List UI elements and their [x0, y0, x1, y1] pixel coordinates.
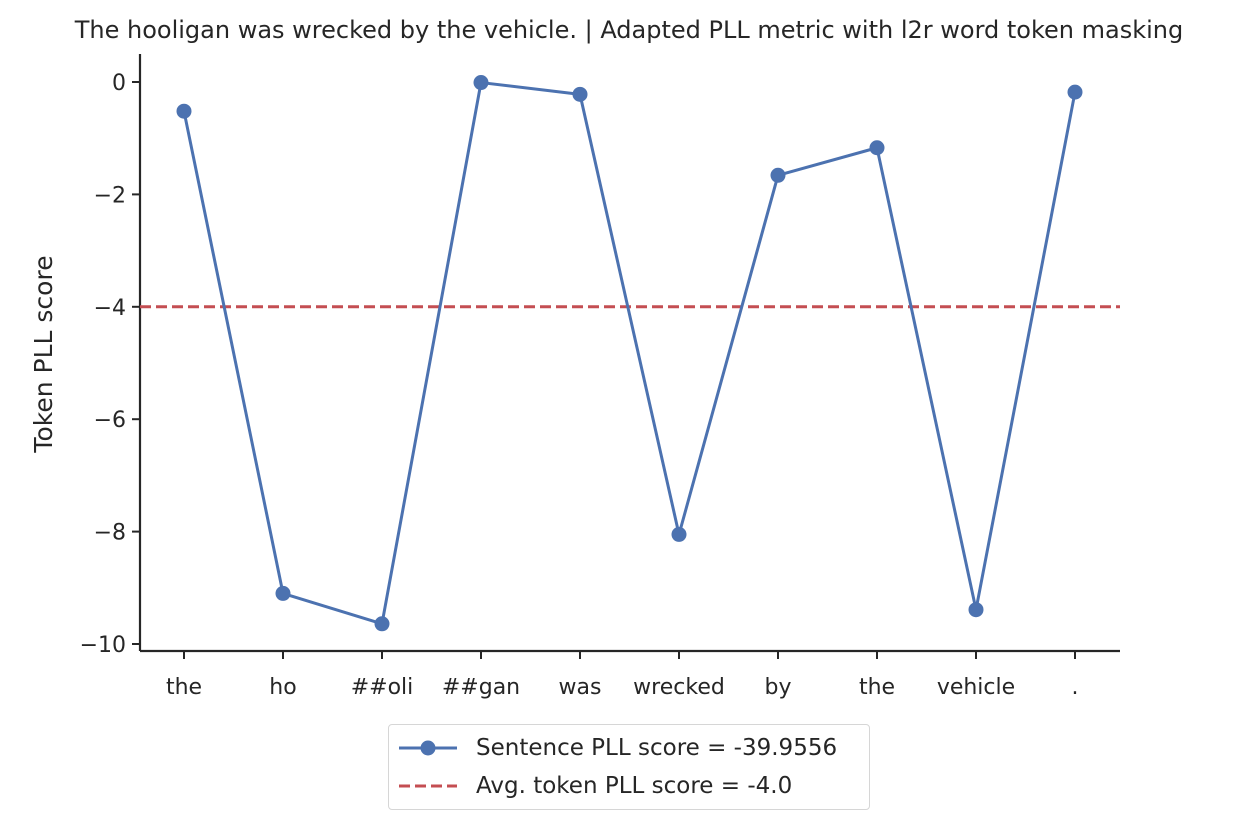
- data-point: [572, 86, 588, 102]
- data-point: [275, 585, 291, 601]
- x-tick-label: was: [559, 675, 602, 700]
- series-line: [182, 81, 1077, 626]
- data-point: [671, 526, 687, 542]
- x-tick-label: ##gan: [442, 675, 520, 700]
- y-axis-label: Token PLL score: [29, 255, 58, 453]
- data-point: [869, 140, 885, 156]
- x-tick-label: by: [765, 675, 792, 700]
- data-point: [1067, 84, 1083, 100]
- y-tick-label: −2: [94, 183, 126, 208]
- y-tick-label: −6: [94, 408, 126, 433]
- legend-label-average: Avg. token PLL score = -4.0: [476, 773, 793, 799]
- y-tick-label: −4: [94, 296, 126, 321]
- x-tick-label: the: [859, 675, 895, 700]
- data-point: [770, 167, 786, 183]
- data-point: [374, 616, 390, 632]
- y-tick-label: −10: [80, 633, 126, 658]
- data-point: [968, 602, 984, 618]
- legend-label-sentence: Sentence PLL score = -39.9556: [476, 735, 838, 761]
- x-tick-label: wrecked: [633, 675, 725, 700]
- chart-title: The hooligan was wrecked by the vehicle.…: [74, 16, 1183, 44]
- legend-dashed-line-icon: [399, 784, 457, 788]
- x-tick-label: vehicle: [937, 675, 1015, 700]
- x-tick-label: ho: [269, 675, 296, 700]
- y-tick-label: 0: [112, 71, 126, 96]
- y-tick-label: −8: [94, 521, 126, 546]
- data-point: [176, 103, 192, 119]
- x-tick-label: the: [166, 675, 202, 700]
- legend-line-marker-icon: [399, 740, 457, 756]
- plot-area: 0 −2 −4 −6 −8 −10 the ho ##oli ##gan was wrecked by t…: [80, 54, 1120, 700]
- legend: Sentence PLL score = -39.9556 Avg. token…: [388, 724, 870, 810]
- data-point: [473, 75, 489, 91]
- x-tick-label: ##oli: [351, 675, 414, 700]
- x-tick-label: .: [1072, 675, 1079, 700]
